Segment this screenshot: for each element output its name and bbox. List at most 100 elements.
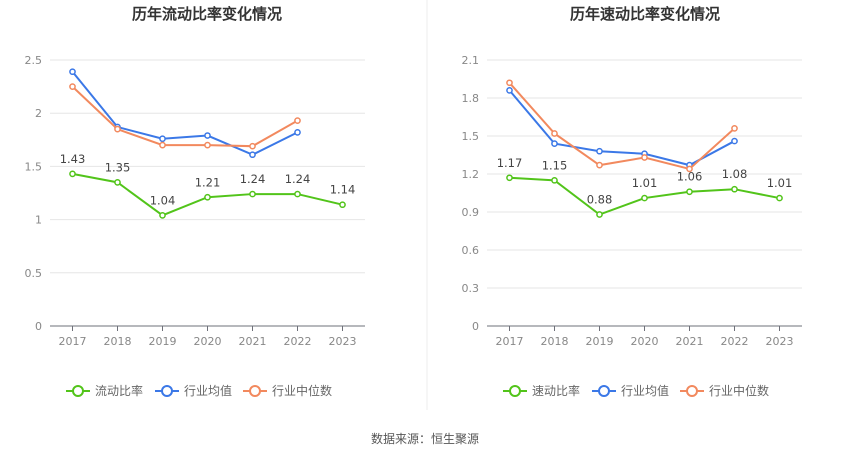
- data-point-industry-median: [641, 154, 648, 161]
- legend-item-industry-median[interactable]: 行业中位数: [680, 383, 769, 398]
- legend-item-ratio[interactable]: 速动比率: [503, 383, 580, 398]
- chart-title: 历年流动比率变化情况: [132, 5, 282, 23]
- x-tick-label: 2017: [496, 335, 524, 348]
- data-point-ratio: [506, 174, 513, 182]
- legend-item-industry-mean[interactable]: 行业均值: [592, 383, 669, 398]
- data-point-ratio: [159, 211, 166, 219]
- legend-marker: [598, 385, 610, 397]
- y-tick-label: 0.6: [462, 244, 480, 257]
- data-label: 1.06: [677, 170, 703, 184]
- data-point-industry-median: [506, 79, 513, 87]
- legend-marker: [509, 385, 521, 397]
- legend-label: 流动比率: [95, 383, 143, 398]
- data-point-ratio: [686, 188, 693, 196]
- legend-label: 行业均值: [621, 383, 669, 398]
- legend-marker: [72, 385, 84, 397]
- x-tick-label: 2019: [149, 335, 177, 348]
- data-label: 1.24: [285, 172, 311, 186]
- legend-label: 行业中位数: [272, 383, 332, 398]
- data-point-industry-mean: [294, 129, 301, 136]
- y-tick-label: 1.8: [462, 92, 480, 105]
- y-tick-label: 2.1: [462, 54, 480, 67]
- data-point-industry-median: [686, 165, 693, 173]
- data-label: 1.01: [767, 176, 793, 190]
- series-line-industry-median: [71, 85, 298, 148]
- data-point-industry-mean: [596, 147, 603, 155]
- x-tick-label: 2020: [631, 335, 659, 348]
- data-point-industry-mean: [69, 68, 76, 76]
- data-point-industry-median: [69, 83, 76, 90]
- data-point-industry-mean: [551, 140, 558, 147]
- data-point-ratio: [596, 211, 603, 218]
- chart-title: 历年速动比率变化情况: [570, 5, 720, 23]
- data-point-industry-median: [596, 161, 603, 169]
- legend-marker: [686, 385, 698, 397]
- legend-label: 行业均值: [184, 383, 232, 398]
- x-tick-label: 2021: [239, 335, 267, 348]
- x-tick-label: 2017: [59, 335, 87, 348]
- y-tick-label: 0: [35, 320, 42, 333]
- legend-item-industry-median[interactable]: 行业中位数: [243, 383, 332, 398]
- x-tick-label: 2022: [284, 335, 312, 348]
- data-point-ratio: [776, 194, 783, 202]
- data-label: 1.04: [150, 193, 176, 207]
- data-label: 1.21: [195, 175, 221, 189]
- legend-marker: [161, 385, 173, 397]
- legend-item-industry-mean[interactable]: 行业均值: [155, 383, 232, 398]
- data-label: 1.35: [105, 160, 131, 174]
- x-tick-label: 2022: [721, 335, 749, 348]
- legend-item-ratio[interactable]: 流动比率: [66, 383, 143, 398]
- data-point-industry-median: [731, 125, 738, 132]
- y-tick-label: 0.9: [462, 206, 480, 219]
- data-point-industry-mean: [204, 132, 211, 139]
- x-tick-label: 2018: [104, 335, 132, 348]
- data-point-industry-mean: [249, 151, 256, 159]
- quick-ratio-chart: 历年速动比率变化情况 0 0.3 0.6 0.9 1.2 1.5 1.8 2.1 2017 2018…: [462, 5, 802, 398]
- data-point-ratio: [641, 194, 648, 202]
- data-label: 1.08: [722, 167, 748, 181]
- data-label: 0.88: [587, 193, 613, 207]
- y-tick-label: 1.2: [462, 168, 480, 181]
- y-tick-label: 0: [472, 320, 479, 333]
- data-point-ratio: [731, 185, 738, 193]
- current-ratio-chart: 历年流动比率变化情况 0 0.5 1 1.5 2 2.5 2017 2018 2019 2020 20…: [25, 5, 365, 398]
- data-point-industry-median: [249, 142, 256, 150]
- series-line-industry-median: [508, 82, 736, 171]
- data-point-ratio: [339, 201, 346, 209]
- data-point-industry-mean: [731, 137, 738, 145]
- y-tick-label: 2: [35, 107, 42, 120]
- data-point-ratio: [249, 190, 256, 198]
- y-tick-label: 0.3: [462, 282, 480, 295]
- x-tick-label: 2023: [329, 335, 357, 348]
- data-point-ratio: [114, 179, 121, 186]
- data-label: 1.17: [497, 156, 523, 170]
- data-label: 1.15: [542, 158, 568, 172]
- x-tick-label: 2018: [541, 335, 569, 348]
- data-source-label: 数据来源：恒生聚源: [371, 431, 479, 446]
- data-label: 1.43: [60, 152, 86, 166]
- data-point-industry-median: [551, 130, 558, 137]
- data-point-ratio: [69, 170, 76, 178]
- data-point-industry-mean: [506, 87, 513, 94]
- data-point-ratio: [204, 193, 211, 201]
- data-label: 1.24: [240, 172, 266, 186]
- legend-marker: [249, 385, 261, 397]
- data-point-ratio: [294, 190, 301, 198]
- x-tick-label: 2021: [676, 335, 704, 348]
- data-point-industry-mean: [159, 135, 166, 143]
- y-tick-label: 2.5: [25, 54, 43, 67]
- series-line-industry-mean: [71, 71, 298, 156]
- data-point-industry-median: [114, 125, 121, 133]
- x-tick-label: 2020: [194, 335, 222, 348]
- legend-label: 行业中位数: [709, 383, 769, 398]
- data-point-industry-median: [294, 117, 301, 124]
- legend-label: 速动比率: [532, 383, 580, 398]
- series-line-industry-mean: [508, 89, 735, 167]
- data-label: 1.01: [632, 176, 658, 190]
- y-tick-label: 1.5: [25, 160, 43, 173]
- y-tick-label: 1: [35, 214, 42, 227]
- data-point-industry-median: [159, 141, 166, 149]
- y-tick-label: 1.5: [462, 130, 480, 143]
- data-point-industry-median: [204, 141, 211, 149]
